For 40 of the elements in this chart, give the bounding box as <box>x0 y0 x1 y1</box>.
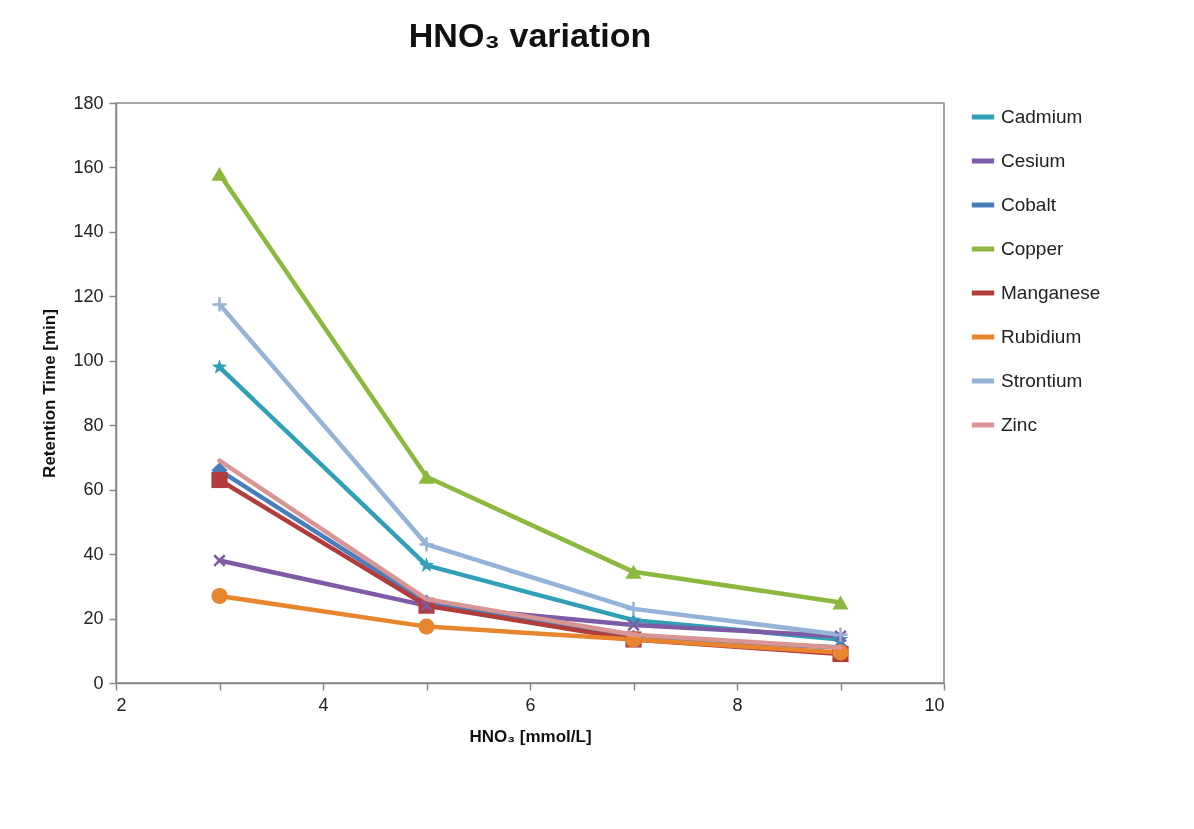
x-axis-title: HNO₃ [mmol/L] <box>469 726 592 746</box>
y-tick-label: 140 <box>73 221 104 242</box>
x-tick-label: 4 <box>318 694 329 715</box>
legend-label: Manganese <box>1001 282 1101 303</box>
x-tick-label: 2 <box>116 694 127 715</box>
x-tick-label: 10 <box>924 694 945 715</box>
legend-label: Rubidium <box>1001 326 1082 347</box>
legend-label: Copper <box>1001 238 1064 259</box>
y-tick-label: 20 <box>83 608 104 629</box>
point <box>211 296 228 313</box>
legend-label: Zinc <box>1001 414 1037 435</box>
legend-label: Cadmium <box>1001 106 1083 127</box>
legend-label: Cobalt <box>1001 194 1057 215</box>
point <box>211 471 228 489</box>
point <box>418 469 435 484</box>
y-tick-label: 160 <box>73 156 104 177</box>
point <box>625 600 642 618</box>
point <box>212 554 227 568</box>
point <box>418 618 435 635</box>
y-tick-label: 180 <box>73 92 104 113</box>
y-tick-label: 40 <box>83 543 104 564</box>
y-axis-title: Retention Time [min] <box>40 309 60 478</box>
point <box>211 587 228 605</box>
point <box>418 536 435 553</box>
y-tick-label: 0 <box>93 672 104 693</box>
legend-label: Strontium <box>1001 370 1083 391</box>
point <box>211 359 228 374</box>
x-tick-label: 6 <box>525 694 536 715</box>
x-tick-label: 8 <box>732 694 743 715</box>
point <box>832 595 849 610</box>
y-tick-label: 80 <box>83 414 104 435</box>
y-tick-label: 60 <box>83 479 104 500</box>
chart-title: HNO₃ variation <box>408 16 652 54</box>
point <box>625 564 642 579</box>
legend-label: Cesium <box>1001 150 1066 171</box>
point <box>211 166 228 181</box>
point <box>626 618 641 632</box>
y-tick-label: 120 <box>73 285 104 306</box>
y-tick-label: 100 <box>73 350 104 371</box>
point <box>418 557 435 572</box>
